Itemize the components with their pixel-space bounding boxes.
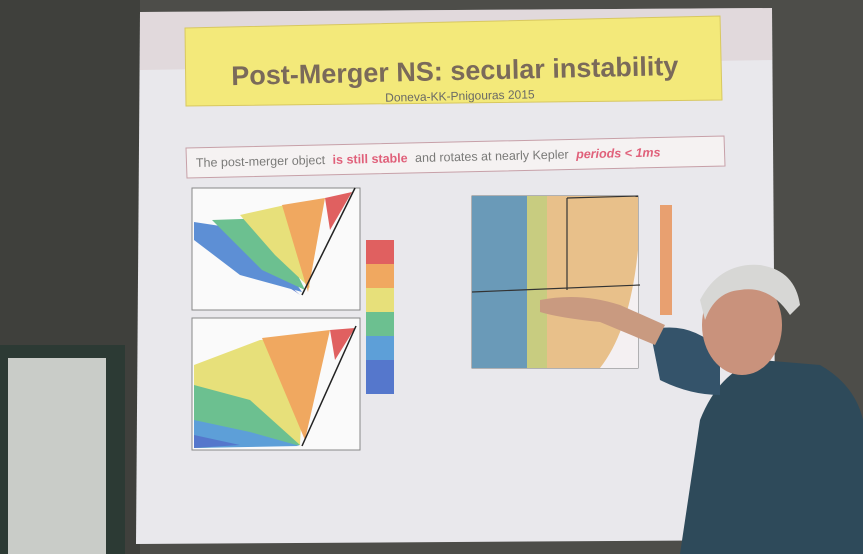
whiteboard bbox=[0, 345, 125, 554]
statement-text: The post-merger object bbox=[196, 153, 326, 170]
colorbar-swatch bbox=[366, 336, 394, 360]
statement-highlight: is still stable bbox=[332, 151, 407, 167]
colorbar-swatch bbox=[366, 360, 394, 394]
whiteboard-surface bbox=[8, 358, 106, 554]
colorbar-swatch bbox=[366, 264, 394, 288]
colorbar-swatch bbox=[366, 312, 394, 336]
statement-highlight: periods < 1ms bbox=[575, 145, 661, 161]
plot-region bbox=[527, 196, 547, 368]
photo: Post-Merger NS: secular instability Done… bbox=[0, 0, 863, 554]
colorbar-swatch bbox=[366, 240, 394, 264]
colorbar bbox=[660, 205, 672, 315]
plot-region bbox=[472, 196, 527, 368]
left-plots bbox=[192, 188, 360, 450]
colorbar-swatch bbox=[366, 288, 394, 312]
colorbar bbox=[366, 240, 394, 394]
